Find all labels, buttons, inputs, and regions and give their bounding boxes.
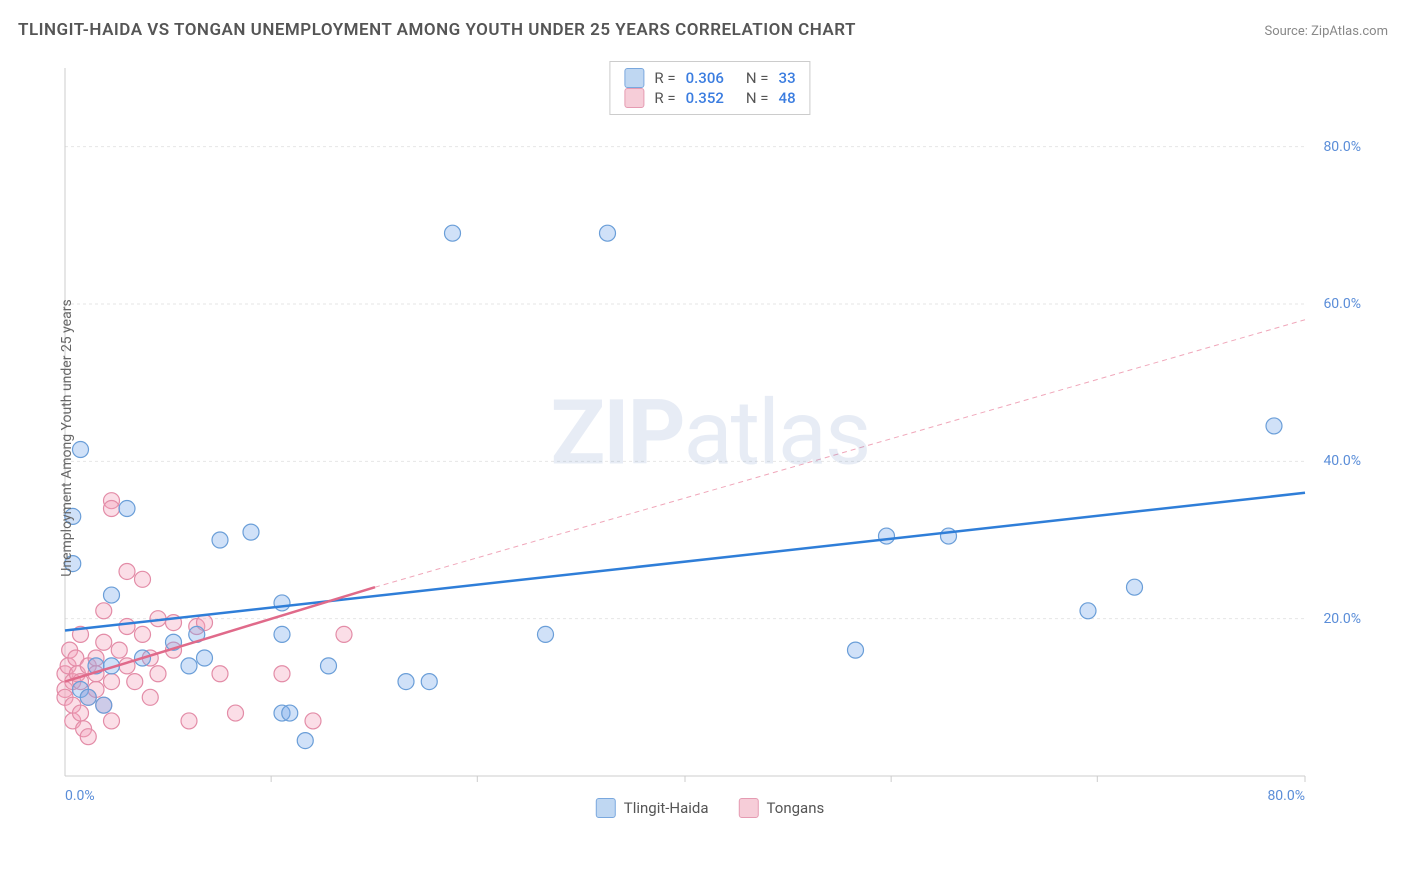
correlation-row-1: R = 0.306 N = 33	[624, 68, 795, 88]
legend-swatch-1	[596, 798, 616, 818]
x-tick-label: 80.0%	[1267, 788, 1305, 804]
n-value-2: 48	[779, 89, 796, 107]
r-label: R =	[654, 89, 675, 107]
n-label: N =	[746, 89, 769, 107]
series-swatch-2	[624, 88, 644, 108]
n-label: N =	[746, 69, 769, 87]
series-swatch-1	[624, 68, 644, 88]
r-value-1: 0.306	[686, 69, 724, 87]
r-label: R =	[654, 69, 675, 87]
legend-item-1: Tlingit-Haida	[596, 798, 709, 818]
y-tick-label: 80.0%	[1323, 139, 1361, 155]
source-label: Source: ZipAtlas.com	[1264, 24, 1388, 39]
y-tick-label: 40.0%	[1323, 453, 1361, 469]
correlation-legend: R = 0.306 N = 33 R = 0.352 N = 48	[609, 61, 810, 115]
n-value-1: 33	[779, 69, 796, 87]
legend-label-2: Tongans	[767, 799, 825, 817]
legend-label-1: Tlingit-Haida	[624, 799, 709, 817]
r-value-2: 0.352	[686, 89, 724, 107]
chart-plot: Unemployment Among Youth under 25 years …	[55, 58, 1365, 818]
y-tick-label: 60.0%	[1323, 296, 1361, 312]
x-tick-label: 0.0%	[65, 788, 95, 804]
legend-swatch-2	[739, 798, 759, 818]
chart-title: TLINGIT-HAIDA VS TONGAN UNEMPLOYMENT AMO…	[18, 20, 856, 40]
y-axis-label: Unemployment Among Youth under 25 years	[59, 299, 75, 576]
y-tick-label: 20.0%	[1323, 611, 1361, 627]
correlation-row-2: R = 0.352 N = 48	[624, 88, 795, 108]
series-legend: Tlingit-Haida Tongans	[596, 798, 824, 818]
legend-item-2: Tongans	[739, 798, 825, 818]
